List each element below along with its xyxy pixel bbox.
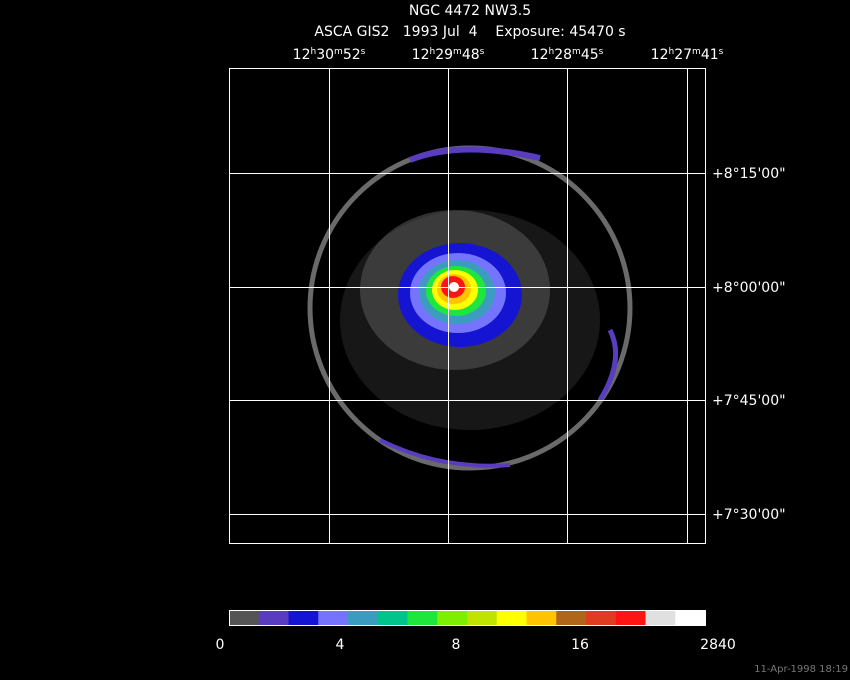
title: NGC 4472 NW3.5 xyxy=(409,3,531,19)
ra-label: 12h27m41s xyxy=(651,47,724,63)
ra-label: 12h28m45s xyxy=(531,47,604,63)
colorbar: 0 4 8 16 2840 xyxy=(216,610,736,653)
ra-label: 12h30m52s xyxy=(293,47,366,63)
colorbar-label: 2840 xyxy=(700,637,736,653)
colorbar-segment xyxy=(526,611,557,625)
colorbar-segment xyxy=(586,611,617,625)
footer: 11-Apr-1998 18:19 xyxy=(754,664,848,675)
colorbar-segment xyxy=(348,611,379,625)
colorbar-segment xyxy=(675,611,706,625)
grid xyxy=(229,68,706,544)
colorbar-segment xyxy=(229,611,260,625)
colorbar-segment xyxy=(288,611,319,625)
image xyxy=(307,145,633,471)
colorbar-segment xyxy=(258,611,289,625)
colorbar-segment xyxy=(645,611,676,625)
ra-label: 12h29m48s xyxy=(412,47,485,63)
dec-label: +7°30'00" xyxy=(712,507,786,523)
colorbar-label: 4 xyxy=(336,637,345,653)
colorbar-label: 16 xyxy=(571,637,589,653)
colorbar-segment xyxy=(496,611,527,625)
colorbar-label: 0 xyxy=(216,637,225,653)
colorbar-segment xyxy=(437,611,468,625)
colorbar-segment xyxy=(615,611,646,625)
colorbar-label: 8 xyxy=(452,637,461,653)
dec-label: +8°15'00" xyxy=(712,166,786,182)
colorbar-segment xyxy=(467,611,498,625)
subtitle: ASCA GIS2 1993 Jul 4 Exposure: 45470 s xyxy=(314,24,625,40)
colorbar-segment xyxy=(377,611,408,625)
axis-labels: 12h30m52s 12h29m48s 12h28m45s 12h27m41s +8°1… xyxy=(293,47,786,523)
colorbar-segment xyxy=(556,611,587,625)
dec-label: +7°45'00" xyxy=(712,393,786,409)
colorbar-segment xyxy=(407,611,438,625)
colorbar-frame xyxy=(229,610,706,626)
colorbar-segment xyxy=(318,611,349,625)
dec-label: +8°00'00" xyxy=(712,280,786,296)
